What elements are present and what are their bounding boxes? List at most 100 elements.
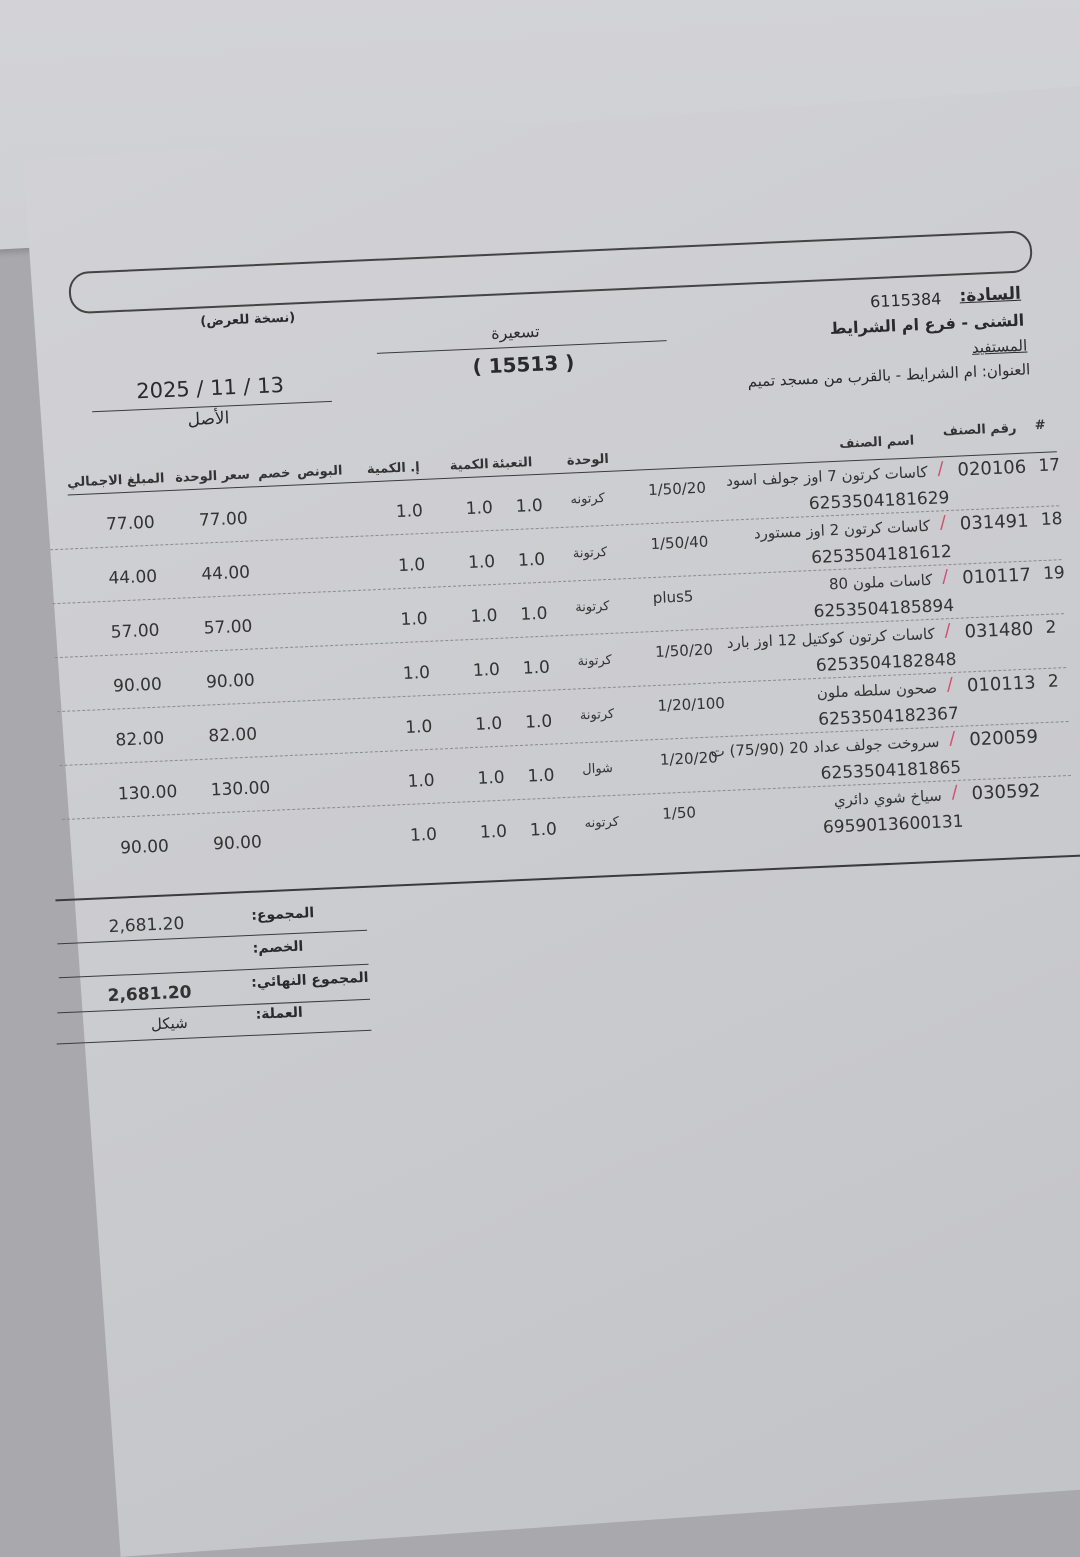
col-discount: خصم (257, 465, 291, 483)
quantity: 1.0 (474, 713, 503, 735)
col-unit-price: سعر الوحدة (174, 467, 251, 486)
price-quote-document: (نسخة للعرض) تسعيرة ( 15513 ) 2025 / 11 … (50, 230, 1080, 1045)
unit: كرتونة (572, 544, 608, 562)
line-total: 44.00 (108, 566, 158, 589)
item-name: كاسات كرتون 2 اوز مستورد (753, 516, 931, 543)
unit-price: 90.00 (212, 832, 263, 855)
divider (57, 998, 371, 1014)
item-code: 031480 (964, 618, 1034, 643)
packing: 1.0 (524, 711, 553, 733)
pack-info: 1/50/40 (650, 532, 709, 554)
unit-price: 130.00 (210, 777, 271, 801)
item-name: سروخت جولف عداد 20 (75/90) ت (710, 732, 940, 761)
item-code: 010113 (966, 672, 1037, 697)
row-number: 2 (1045, 617, 1057, 638)
divider (57, 929, 368, 945)
row-number: 19 (1042, 563, 1066, 584)
item-code: 020106 (957, 456, 1027, 481)
line-total: 57.00 (110, 620, 160, 643)
copy-label: (نسخة للعرض) (200, 310, 296, 330)
packing: 1.0 (517, 549, 546, 571)
col-unit: الوحدة (566, 451, 610, 469)
check-mark-icon: ∕ (937, 458, 945, 480)
packing: 1.0 (527, 765, 555, 787)
col-name: اسم الصنف (838, 433, 915, 452)
pack-info: 1/20/20 (659, 748, 719, 769)
col-total-qty: إ. الكمية (366, 460, 420, 478)
unit: كرتونة (577, 652, 613, 670)
packing: 1.0 (520, 603, 548, 625)
subtotal-value: 2,681.20 (108, 913, 185, 938)
item-name: كاسات كرتون كوكتيل 12 اوز بارد (726, 624, 936, 652)
customer-name: الشنى - فرع ام الشرايط (829, 310, 1025, 339)
total-quantity: 1.0 (395, 500, 424, 523)
discount-label: الخصم: (252, 938, 304, 957)
quantity: 1.0 (477, 767, 506, 789)
col-qty: الكمية (449, 457, 490, 474)
final-total-label: المجموع النهائي: (250, 969, 369, 991)
col-total: المبلغ الاجمالي (66, 471, 165, 491)
row-number: 17 (1038, 455, 1061, 477)
document-type: تسعيرة (490, 321, 540, 343)
item-name: كاسات ملون 80 (828, 570, 933, 594)
customer-label: السادة: (959, 283, 1022, 307)
total-quantity: 1.0 (402, 662, 431, 684)
quantity: 1.0 (479, 821, 508, 843)
quantity: 1.0 (472, 659, 501, 681)
check-mark-icon: ∕ (944, 620, 952, 642)
subtotal-label: المجموع: (250, 905, 315, 924)
unit: كرتونه (584, 814, 620, 832)
table-end-line (55, 854, 1080, 902)
customer-id: 6115384 (869, 289, 942, 312)
col-packing: التعبئة (491, 455, 533, 472)
line-total: 90.00 (119, 836, 170, 859)
pack-info: 1/50/20 (647, 478, 707, 500)
item-code: 020059 (968, 726, 1039, 751)
divider (56, 1029, 372, 1045)
packing: 1.0 (515, 495, 544, 517)
packing: 1.0 (529, 819, 558, 841)
original-label: الأصل (187, 408, 230, 431)
line-total: 77.00 (105, 512, 156, 535)
packing: 1.0 (522, 657, 551, 679)
document-number: ( 15513 ) (472, 350, 575, 379)
customer-address: العنوان: ام الشرايط - بالقرب من مسجد تمي… (747, 360, 1031, 391)
unit: كرتونة (574, 598, 610, 616)
col-num: # (1034, 417, 1046, 434)
final-total-value: 2,681.20 (107, 982, 192, 1007)
check-mark-icon: ∕ (951, 781, 959, 804)
col-code: رقم الصنف (942, 421, 1017, 440)
pack-info: 1/20/100 (657, 693, 726, 715)
item-name: سياخ شوي دائري (833, 786, 943, 810)
unit-price: 44.00 (200, 562, 251, 585)
total-quantity: 1.0 (407, 770, 436, 792)
unit-price: 82.00 (208, 724, 258, 747)
beneficiary-label: المستفيد (971, 336, 1028, 357)
total-quantity: 1.0 (409, 824, 438, 846)
row-number: 2 (1047, 671, 1060, 692)
quantity: 1.0 (467, 551, 496, 574)
pack-info: 1/50 (661, 803, 697, 823)
item-barcode: 6959013600131 (822, 811, 964, 838)
currency-value: شيكل (150, 1013, 189, 1034)
col-bonus: البونص (296, 463, 343, 481)
unit: شوال (581, 760, 614, 778)
line-total: 130.00 (117, 781, 178, 805)
pack-info: 1/50/20 (654, 640, 714, 661)
quantity: 1.0 (465, 497, 494, 520)
unit-price: 57.00 (203, 616, 253, 639)
total-quantity: 1.0 (404, 716, 433, 738)
currency-label: العملة: (255, 1004, 304, 1023)
check-mark-icon: ∕ (948, 727, 956, 750)
item-code: 031491 (959, 510, 1030, 535)
total-quantity: 1.0 (397, 554, 426, 577)
item-name: كاسات كرتون 7 اوز جولف اسود (725, 462, 928, 490)
item-name: صحون سلطه ملون (816, 678, 938, 702)
line-total: 90.00 (112, 674, 163, 697)
document-date: 2025 / 11 / 13 (135, 372, 285, 404)
total-quantity: 1.0 (400, 608, 429, 631)
unit: كرتونة (579, 706, 615, 724)
item-code: 010117 (961, 564, 1032, 589)
pack-info: plus5 (652, 587, 694, 608)
check-mark-icon: ∕ (946, 674, 954, 696)
